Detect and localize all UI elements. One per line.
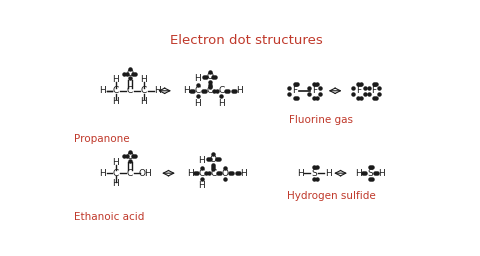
Text: Hydrogen sulfide: Hydrogen sulfide bbox=[287, 191, 376, 201]
Text: C: C bbox=[113, 169, 119, 178]
Text: O: O bbox=[126, 69, 133, 78]
Text: H: H bbox=[378, 169, 385, 178]
Text: H: H bbox=[198, 156, 205, 165]
Text: H: H bbox=[112, 76, 119, 84]
Text: H: H bbox=[198, 181, 205, 190]
Text: C: C bbox=[199, 169, 205, 178]
Text: H: H bbox=[187, 169, 193, 178]
Text: OH: OH bbox=[138, 169, 152, 178]
Text: Fluorine gas: Fluorine gas bbox=[288, 115, 353, 125]
Text: C: C bbox=[195, 86, 201, 95]
Text: H: H bbox=[237, 86, 243, 95]
Text: H: H bbox=[112, 97, 119, 106]
Text: C: C bbox=[210, 169, 216, 178]
Text: H: H bbox=[140, 76, 147, 84]
Text: Propanone: Propanone bbox=[74, 134, 130, 144]
Text: H: H bbox=[325, 169, 332, 178]
Text: O: O bbox=[222, 169, 228, 178]
Text: F: F bbox=[312, 86, 317, 95]
Text: C: C bbox=[127, 169, 133, 178]
Text: O: O bbox=[126, 152, 133, 161]
Text: O: O bbox=[210, 155, 217, 164]
Text: H: H bbox=[194, 99, 201, 108]
Text: H: H bbox=[183, 86, 190, 95]
Text: C: C bbox=[141, 86, 147, 95]
Text: H: H bbox=[140, 97, 147, 106]
Text: Electron dot structures: Electron dot structures bbox=[169, 34, 323, 47]
Text: H: H bbox=[194, 74, 201, 83]
Text: Ethanoic acid: Ethanoic acid bbox=[74, 212, 144, 222]
Text: S: S bbox=[367, 169, 373, 178]
Text: O: O bbox=[206, 72, 213, 81]
Text: C: C bbox=[113, 86, 119, 95]
Text: H: H bbox=[240, 169, 247, 178]
Text: H: H bbox=[99, 86, 106, 95]
Text: H: H bbox=[112, 179, 119, 188]
Text: F: F bbox=[372, 86, 376, 95]
Text: H: H bbox=[297, 169, 304, 178]
Text: H: H bbox=[112, 158, 119, 167]
Text: C: C bbox=[127, 86, 133, 95]
Text: H: H bbox=[154, 86, 161, 95]
Text: S: S bbox=[312, 169, 317, 178]
Text: F: F bbox=[292, 86, 298, 95]
Text: F: F bbox=[356, 86, 361, 95]
Text: H: H bbox=[355, 169, 362, 178]
Text: C: C bbox=[206, 86, 213, 95]
Text: H: H bbox=[99, 169, 106, 178]
Text: C: C bbox=[218, 86, 224, 95]
Text: H: H bbox=[218, 99, 225, 108]
